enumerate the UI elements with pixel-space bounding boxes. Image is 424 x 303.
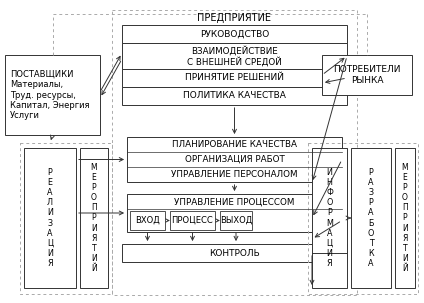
Bar: [112, 10, 357, 295]
Bar: [80, 148, 108, 288]
Text: М
Е
Р
О
П
Р
И
Я
Т
И
Й: М Е Р О П Р И Я Т И Й: [402, 163, 408, 273]
Bar: [122, 25, 347, 43]
Text: ПОСТАВЩИКИ
Материалы,
Труд. ресурсы,
Капитал, Энергия
Услуги: ПОСТАВЩИКИ Материалы, Труд. ресурсы, Кап…: [10, 70, 89, 120]
Bar: [20, 143, 112, 294]
Bar: [130, 211, 165, 230]
Bar: [127, 137, 342, 182]
Bar: [122, 244, 347, 262]
Text: ПЛАНИРОВАНИЕ КАЧЕСТВА: ПЛАНИРОВАНИЕ КАЧЕСТВА: [172, 140, 297, 149]
Text: ПРОЦЕСС: ПРОЦЕСС: [172, 216, 213, 225]
Text: ПОЛИТИКА КАЧЕСТВА: ПОЛИТИКА КАЧЕСТВА: [183, 92, 286, 101]
Text: ВЫХОД: ВЫХОД: [220, 216, 252, 225]
Text: КОНТРОЛЬ: КОНТРОЛЬ: [209, 248, 260, 258]
Text: Р
А
З
Р
А
Б
О
Т
К
А: Р А З Р А Б О Т К А: [368, 168, 374, 268]
Bar: [5, 55, 100, 135]
Bar: [122, 87, 347, 105]
Bar: [220, 211, 252, 230]
Text: ВЗАИМОДЕЙСТВИЕ
С ВНЕШНЕЙ СРЕДОЙ: ВЗАИМОДЕЙСТВИЕ С ВНЕШНЕЙ СРЕДОЙ: [187, 45, 282, 67]
Text: ПРИНЯТИЕ РЕШЕНИЙ: ПРИНЯТИЕ РЕШЕНИЙ: [185, 74, 284, 82]
Bar: [127, 194, 342, 232]
Text: УПРАВЛЕНИЕ ПЕРСОНАЛОМ: УПРАВЛЕНИЕ ПЕРСОНАЛОМ: [171, 170, 298, 179]
Text: РУКОВОДСТВО: РУКОВОДСТВО: [200, 29, 269, 38]
Text: Р
Е
А
Л
И
З
А
Ц
И
Я: Р Е А Л И З А Ц И Я: [47, 168, 53, 268]
Bar: [312, 148, 347, 288]
Bar: [122, 69, 347, 87]
Bar: [308, 143, 418, 294]
Bar: [122, 43, 347, 69]
Bar: [24, 148, 76, 288]
Text: ВХОД: ВХОД: [135, 216, 160, 225]
Text: ПРЕДПРИЯТИЕ: ПРЕДПРИЯТИЕ: [198, 13, 271, 23]
Bar: [395, 148, 415, 288]
Bar: [170, 211, 215, 230]
Text: ПОТРЕБИТЕЛИ
РЫНКА: ПОТРЕБИТЕЛИ РЫНКА: [333, 65, 401, 85]
Bar: [322, 55, 412, 95]
Bar: [351, 148, 391, 288]
Text: М
Е
Р
О
П
Р
И
Я
Т
И
Й: М Е Р О П Р И Я Т И Й: [91, 163, 98, 273]
Text: И
Н
Ф
О
Р
М
А
Ц
И
Я: И Н Ф О Р М А Ц И Я: [326, 168, 333, 268]
Text: ОРГАНИЗАЦИЯ РАБОТ: ОРГАНИЗАЦИЯ РАБОТ: [184, 155, 285, 164]
Text: УПРАВЛЕНИЕ ПРОЦЕССОМ: УПРАВЛЕНИЕ ПРОЦЕССОМ: [174, 198, 295, 207]
